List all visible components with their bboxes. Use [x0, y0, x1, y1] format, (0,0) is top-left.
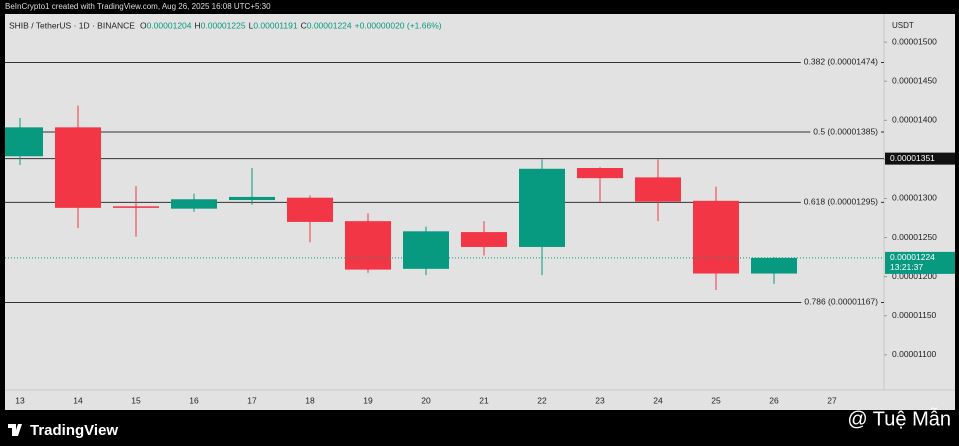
candle-body — [751, 257, 797, 274]
candle-body — [403, 231, 449, 269]
candle-body — [171, 199, 217, 209]
x-tick-label: 25 — [711, 395, 721, 405]
y-tick-label: 0.00001300 — [892, 193, 937, 203]
x-tick-label: 23 — [595, 395, 605, 405]
x-tick-label: 24 — [653, 395, 663, 405]
change: +0.00000020 (+1.66%) — [355, 20, 442, 30]
x-tick-label: 14 — [73, 395, 83, 405]
candle-body — [577, 167, 623, 179]
x-tick-label: 19 — [363, 395, 373, 405]
y-tick-label: 0.00001100 — [892, 349, 937, 359]
credit: BeInCrypto1 created with TradingView.com… — [5, 2, 271, 11]
level-label-bg — [800, 196, 881, 209]
x-tick-label: 22 — [537, 395, 547, 405]
ohlc-value: 0.00001225 — [201, 20, 246, 30]
x-tick-label: 15 — [131, 395, 141, 405]
ohlc-key: L — [249, 20, 254, 30]
symbol-header: SHIB / TetherUS · 1D · BINANCE O 0.0000120… — [9, 20, 442, 30]
ohlc-key: H — [195, 20, 201, 30]
candle-body — [461, 232, 507, 247]
marked-label: 0.00001351 — [890, 153, 935, 163]
candle-body — [635, 177, 681, 202]
level-label: 0.618 (0.00001295) — [804, 197, 878, 207]
ohlc-value: 0.00001191 — [253, 20, 298, 30]
candle-body — [519, 168, 565, 247]
watermark: @ Tuệ Mẫn — [847, 407, 951, 430]
marked-badge — [885, 152, 955, 165]
x-tick-label: 17 — [247, 395, 257, 405]
y-tick-label: 0.00001150 — [892, 310, 937, 320]
level-label-bg — [810, 126, 881, 139]
candle-body — [113, 206, 159, 208]
x-tick-label: 18 — [305, 395, 315, 405]
y-tick-label: 0.00001450 — [892, 75, 937, 85]
level-label: 0.382 (0.00001474) — [804, 57, 878, 67]
last-price-label: 0.00001224 — [890, 252, 935, 262]
candle-body — [693, 200, 739, 274]
ohlc-key: C — [301, 20, 307, 30]
brand-logo — [8, 424, 22, 436]
x-tick-label: 13 — [15, 395, 25, 405]
candle-body — [229, 196, 275, 201]
level-label-bg — [801, 296, 881, 309]
y-tick-label: 0.00001500 — [892, 36, 937, 46]
currency: USDT — [892, 21, 914, 30]
x-tick-label: 26 — [769, 395, 779, 405]
x-tick-label: 16 — [189, 395, 199, 405]
level-label: 0.786 (0.00001167) — [804, 297, 878, 307]
x-tick-label: 27 — [827, 395, 837, 405]
countdown: 13:21:37 — [890, 262, 923, 272]
ohlc-value: 0.00001204 — [147, 20, 192, 30]
x-tick-label: 20 — [421, 395, 431, 405]
level-label: 0.5 (0.00001385) — [813, 126, 878, 136]
plot: 0.382 (0.00001474) 0.5 (0.00001385) 0.618 … — [5, 56, 884, 309]
y-tick-label: 0.00001250 — [892, 232, 937, 242]
y-tick-label: 0.00001200 — [892, 271, 937, 281]
candle-body — [287, 197, 333, 222]
y-tick-label: 0.00001400 — [892, 115, 937, 125]
x-tick-label: 21 — [479, 395, 489, 405]
candle-body — [5, 127, 43, 157]
ohlc-key: O — [140, 20, 147, 30]
chart-area — [5, 14, 955, 410]
symbol: SHIB / TetherUS · 1D · BINANCE — [9, 20, 135, 30]
last-price-badge — [885, 251, 955, 274]
candle-body — [55, 127, 101, 208]
level-label-bg — [800, 56, 881, 69]
brand: TradingView — [30, 422, 118, 439]
candle-body — [345, 221, 391, 270]
ohlc-value: 0.00001224 — [307, 20, 352, 30]
